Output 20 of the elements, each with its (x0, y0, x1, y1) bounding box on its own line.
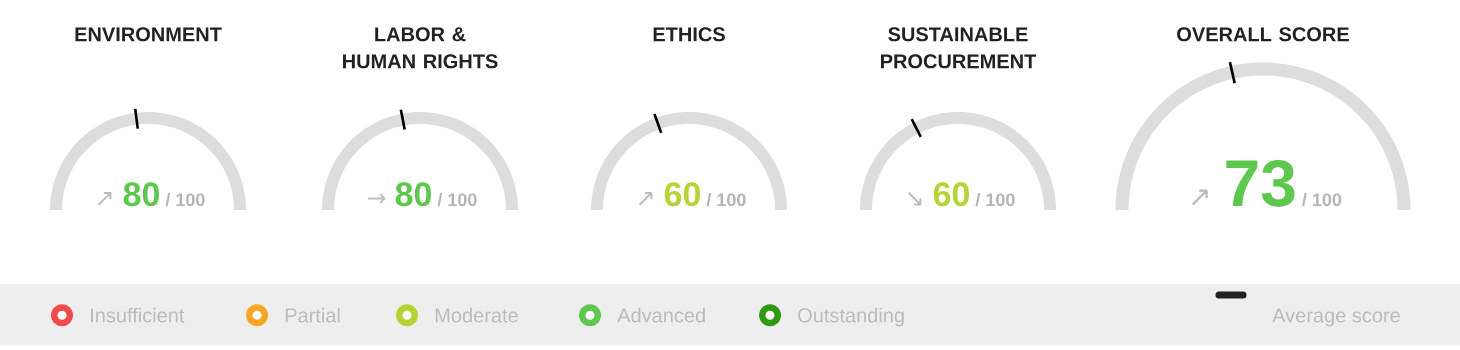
chart-title: ETHICS (653, 27, 725, 42)
text: / 100 (975, 192, 1015, 207)
text: → (367, 193, 386, 204)
text: 60 (933, 182, 969, 207)
text: ↗ (1191, 189, 1208, 206)
text: 80 (123, 182, 159, 207)
text: ↘ (907, 192, 922, 206)
text: / 100 (437, 192, 477, 207)
chart-title: SUSTAINABLE PROCUREMENT (881, 27, 1037, 69)
text: ↗ (97, 192, 112, 206)
text: ↗ (638, 192, 653, 206)
text: / 100 (1302, 192, 1342, 207)
chart-title: ENVIRONMENT (75, 27, 222, 42)
text: 73 (1226, 159, 1295, 207)
chart-title: OVERALL SCORE (1177, 27, 1349, 42)
text: / 100 (165, 192, 205, 207)
chart-title: LABOR & HUMAN RIGHTS (343, 27, 498, 69)
text: 80 (395, 182, 431, 207)
text: 60 (664, 182, 700, 207)
text: / 100 (706, 192, 746, 207)
